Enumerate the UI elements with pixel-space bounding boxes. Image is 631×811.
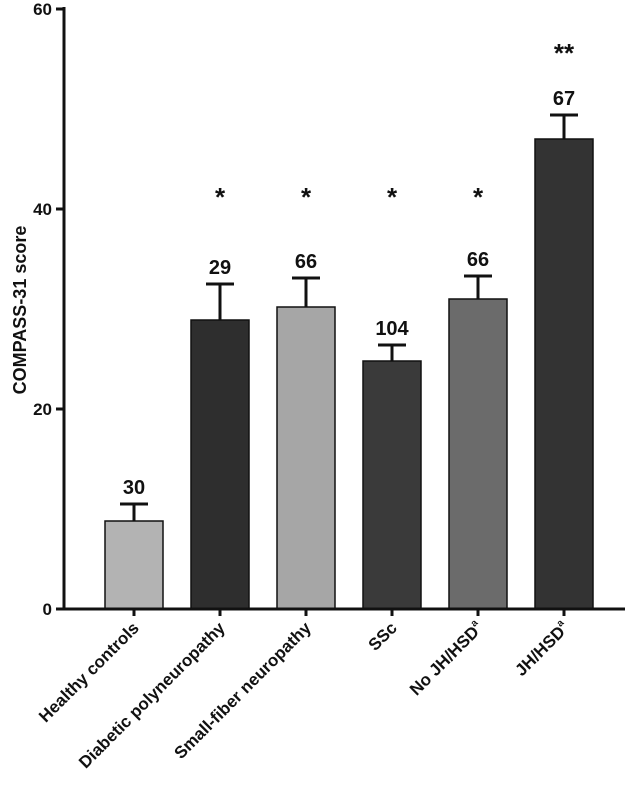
- significance-marker: *: [387, 182, 398, 212]
- category-label-text: SSc: [365, 618, 401, 654]
- bar: [534, 138, 594, 610]
- bar: [276, 306, 336, 610]
- n-label: 66: [295, 251, 317, 273]
- y-tick-label-20: 20: [33, 400, 52, 419]
- n-label: 29: [209, 257, 231, 279]
- category-label: No JH/HSDa: [405, 617, 487, 699]
- bar-group-2: 66 *: [276, 182, 336, 610]
- n-label: 104: [375, 318, 409, 340]
- significance-marker: *: [215, 182, 226, 212]
- category-label: JH/HSDa: [511, 617, 573, 679]
- significance-marker: *: [301, 182, 312, 212]
- bar: [448, 298, 508, 610]
- bar: [104, 520, 164, 610]
- n-label: 30: [123, 477, 145, 499]
- n-label: 66: [467, 249, 489, 271]
- y-axis: 0 20 40 60: [33, 0, 66, 619]
- category-label: Diabetic polyneuropathy: [75, 618, 229, 772]
- category-label: SSc: [365, 618, 401, 654]
- category-label-text: No JH/HSD: [406, 622, 483, 699]
- y-tick-label-0: 0: [43, 600, 52, 619]
- bar-group-1: 29 *: [190, 182, 250, 610]
- category-label-text: Diabetic polyneuropathy: [75, 618, 229, 772]
- bar-group-5: 67 **: [534, 38, 594, 610]
- n-label: 67: [553, 88, 575, 110]
- significance-marker: **: [554, 38, 575, 68]
- bars: 30 29 * 66 * 104 * 66 * 67 **: [104, 38, 594, 610]
- bar-group-4: 66 *: [448, 182, 508, 610]
- bar-group-0: 30: [104, 477, 164, 610]
- bar: [362, 360, 422, 610]
- y-tick-label-60: 60: [33, 0, 52, 19]
- category-label-text: JH/HSD: [511, 622, 569, 680]
- bar-group-3: 104 *: [362, 182, 422, 610]
- category-label: Small-fiber neuropathy: [170, 618, 315, 763]
- significance-marker: *: [473, 182, 484, 212]
- y-axis-label: COMPASS-31 score: [10, 226, 30, 395]
- x-axis: [63, 607, 625, 616]
- category-label-text: Small-fiber neuropathy: [170, 618, 315, 763]
- y-tick-label-40: 40: [33, 200, 52, 219]
- bar: [190, 319, 250, 610]
